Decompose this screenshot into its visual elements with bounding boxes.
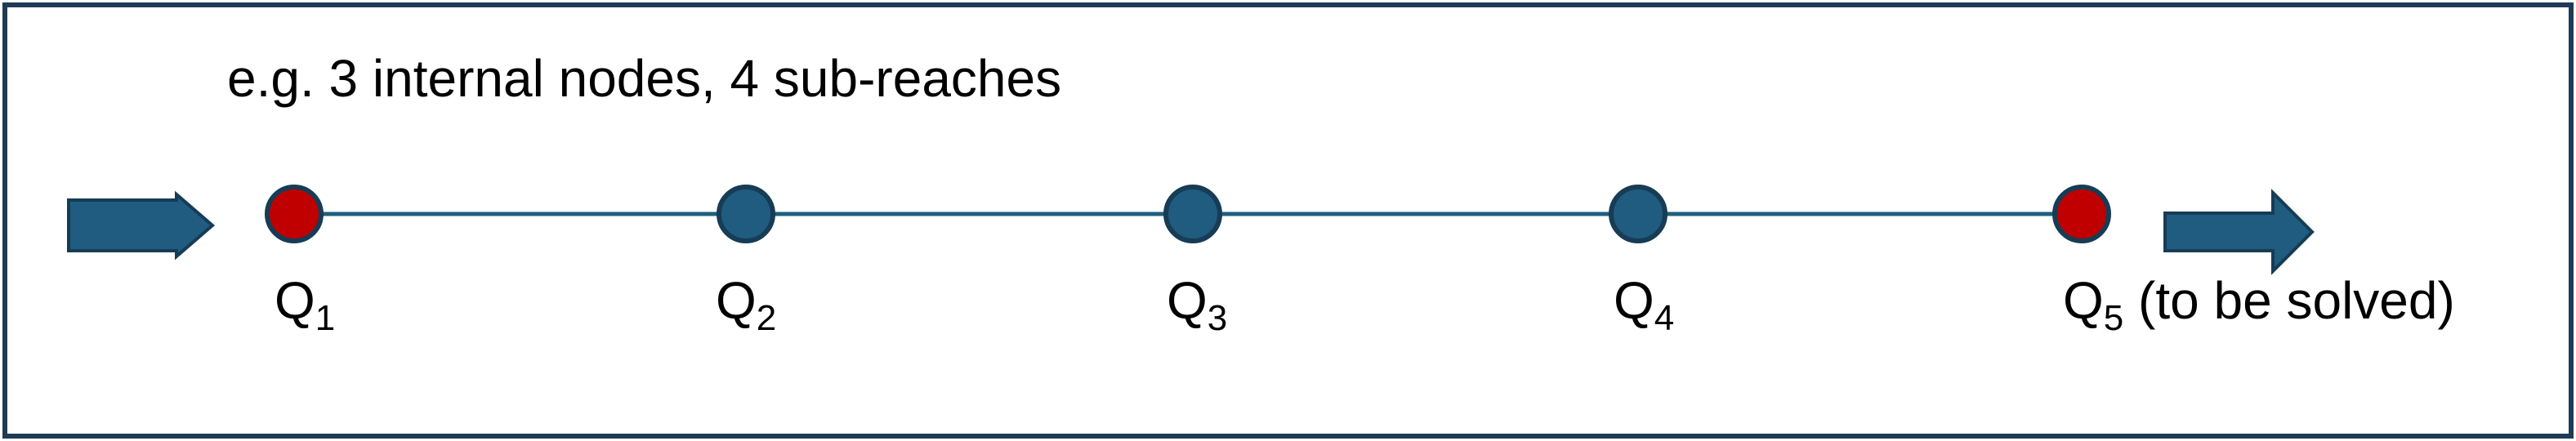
node-symbol: Q <box>2063 271 2104 330</box>
node-q3: Q3 <box>1163 185 1227 338</box>
node-symbol: Q <box>716 271 757 330</box>
node-q1: Q1 <box>265 185 335 338</box>
node-subscript: 5 <box>2104 298 2123 338</box>
diagram-caption: e.g. 3 internal nodes, 4 sub-reaches <box>227 49 1061 108</box>
node-subscript: 1 <box>315 298 335 338</box>
node-label-q5: Q5 (to be solved) <box>2063 271 2455 338</box>
node-subscript: 2 <box>757 298 776 338</box>
node-q5: Q5 (to be solved) <box>2052 185 2455 338</box>
internal-node-dot <box>1163 185 1222 243</box>
node-label-q2: Q2 <box>716 271 776 338</box>
node-label-q3: Q3 <box>1167 271 1227 338</box>
node-subscript: 3 <box>1208 298 1227 338</box>
node-q2: Q2 <box>716 185 776 338</box>
node-label-q1: Q1 <box>275 271 335 338</box>
internal-node-dot <box>717 185 775 243</box>
internal-node-dot <box>1609 185 1667 243</box>
node-q4: Q4 <box>1609 185 1674 338</box>
node-symbol: Q <box>275 271 315 330</box>
node-symbol: Q <box>1167 271 1208 330</box>
node-label-q4: Q4 <box>1614 271 1674 338</box>
node-suffix: (to be solved) <box>2123 271 2455 330</box>
outflow-arrow <box>2163 189 2315 275</box>
boundary-node-dot <box>2052 185 2111 243</box>
boundary-node-dot <box>265 185 324 243</box>
node-subscript: 4 <box>1654 298 1674 338</box>
node-symbol: Q <box>1614 271 1654 330</box>
inflow-arrow <box>67 190 216 261</box>
